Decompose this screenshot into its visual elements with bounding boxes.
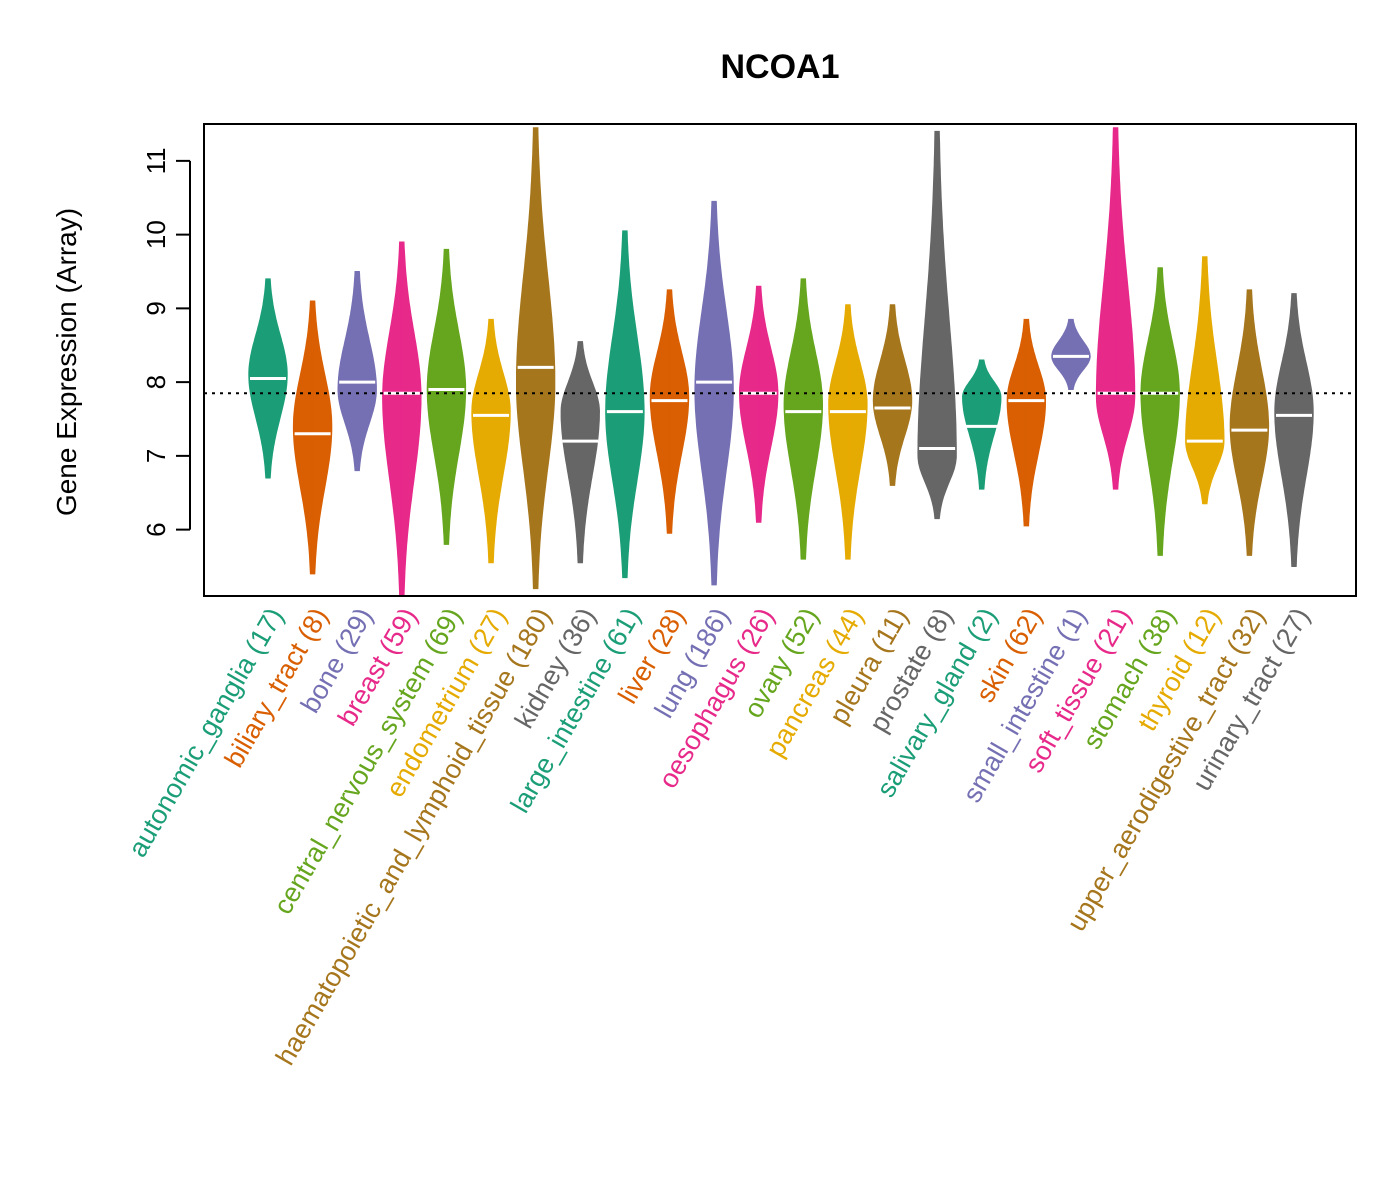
violin bbox=[292, 300, 333, 575]
violin bbox=[337, 271, 377, 472]
chart-title: NCOA1 bbox=[720, 48, 839, 86]
violin bbox=[560, 341, 601, 564]
violin-series bbox=[248, 127, 1314, 597]
violin bbox=[1140, 267, 1180, 556]
violin bbox=[1185, 256, 1225, 505]
violin bbox=[961, 359, 1002, 490]
violin bbox=[1229, 289, 1270, 556]
y-tick-label: 10 bbox=[141, 220, 171, 249]
violin bbox=[917, 130, 957, 520]
plot-frame bbox=[203, 123, 1357, 597]
violin bbox=[828, 304, 868, 560]
violin bbox=[382, 241, 422, 597]
y-tick-label: 8 bbox=[141, 375, 171, 389]
y-axis-label: Gene Expression (Array) bbox=[51, 208, 82, 516]
violin bbox=[471, 318, 511, 564]
y-tick-label: 7 bbox=[141, 449, 171, 463]
violin bbox=[739, 285, 779, 523]
violin bbox=[872, 304, 913, 486]
violin bbox=[248, 278, 288, 479]
violin bbox=[1006, 318, 1046, 527]
violin bbox=[783, 278, 823, 560]
violin bbox=[426, 248, 467, 545]
y-tick-label: 6 bbox=[141, 522, 171, 536]
y-axis: 6 7 8 9 10 11 bbox=[141, 147, 191, 537]
violin bbox=[694, 200, 734, 586]
violin bbox=[1051, 318, 1091, 390]
x-axis: autonomic_ganglia (17)biliary_tract (8)b… bbox=[122, 603, 1315, 1070]
y-tick-label: 9 bbox=[141, 301, 171, 315]
violin bbox=[1095, 127, 1136, 490]
violin bbox=[516, 127, 556, 590]
violin bbox=[1274, 293, 1314, 567]
y-tick-label: 11 bbox=[141, 147, 171, 174]
violin bbox=[649, 289, 690, 534]
violin bbox=[605, 230, 645, 579]
